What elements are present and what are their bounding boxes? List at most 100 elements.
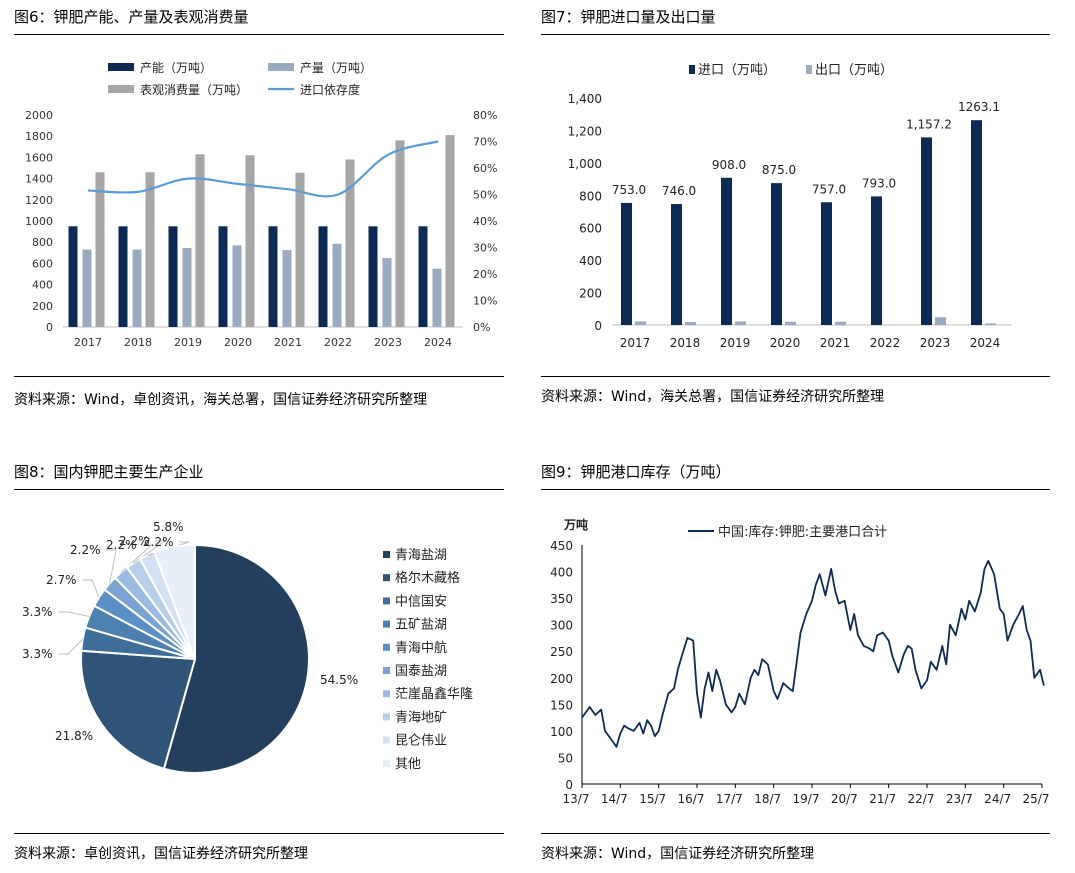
x-tick-label: 2019 <box>174 336 202 349</box>
x-tick-label: 25/7 <box>1023 792 1050 806</box>
fig9-chart: 万吨 0 50 100 150 200 250 300 350 400 450 13/7 14/7 15/… <box>550 517 1050 806</box>
legend-swatch <box>689 65 695 74</box>
legend-label: 表观消费量（万吨） <box>140 83 248 97</box>
y-tick-label: 400 <box>32 279 53 292</box>
bar-capacity <box>168 226 178 327</box>
x-tick-label: 21/7 <box>869 792 896 806</box>
y-tick-label: 0 <box>565 778 573 792</box>
data-label-import: 908.0 <box>712 158 746 172</box>
x-tick-label: 2022 <box>870 336 901 350</box>
x-tick-label: 13/7 <box>563 792 590 806</box>
y-tick-label: 1,000 <box>568 157 602 171</box>
legend-label: 昆仑伟业 <box>395 734 447 749</box>
x-tick-label: 18/7 <box>754 792 781 806</box>
legend-swatch <box>383 620 390 628</box>
fig7-source: 资料来源：Wind，海关总署，国信证券经济研究所整理 <box>541 389 885 405</box>
y-tick-label: 1,400 <box>568 92 602 106</box>
x-tick-label: 16/7 <box>678 792 705 806</box>
x-tick-label: 2019 <box>720 336 751 350</box>
y-tick-label: 150 <box>550 698 573 712</box>
data-label: 3.3% <box>22 647 53 661</box>
bar-export <box>985 323 996 325</box>
bar-export <box>635 321 646 325</box>
legend-swatch <box>383 667 390 674</box>
bar-output <box>332 243 342 327</box>
fig9-source: 资料来源：Wind，国信证券经济研究所整理 <box>541 846 815 862</box>
bar-capacity <box>318 226 328 327</box>
legend-label: 其他 <box>395 757 421 772</box>
line-import-dependency <box>87 140 439 198</box>
legend-label: 进口（万吨） <box>698 63 776 78</box>
pie-slice <box>162 543 310 774</box>
fig6-top-rule <box>14 34 504 35</box>
data-label-import: 793.0 <box>862 176 896 190</box>
legend-label: 产量（万吨） <box>300 61 372 75</box>
x-tick-label: 15/7 <box>639 792 666 806</box>
legend-swatch <box>383 643 390 651</box>
leader-line <box>58 638 84 655</box>
x-tick-label: 22/7 <box>908 792 935 806</box>
y2-tick-label: 0% <box>473 321 490 334</box>
x-tick-label: 20/7 <box>831 792 858 806</box>
x-tick-label: 2018 <box>670 336 701 350</box>
legend-label: 产能（万吨） <box>140 61 212 75</box>
y2-tick-label: 70% <box>473 136 497 149</box>
fig8-top-rule <box>14 489 504 490</box>
bar-import <box>871 196 882 325</box>
y-tick-label: 800 <box>32 236 53 249</box>
fig9-top-rule <box>541 489 1050 490</box>
bar-export <box>835 321 846 325</box>
data-label: 2.2% <box>70 543 101 557</box>
fig7-title: 图7：钾肥进口量及出口量 <box>541 8 716 26</box>
y-tick-label: 300 <box>550 619 573 633</box>
x-tick-label: 2024 <box>424 336 452 349</box>
x-tick-label: 24/7 <box>984 792 1011 806</box>
bar-capacity <box>118 226 128 327</box>
bar-consumption <box>95 172 105 327</box>
data-label-import: 1263.1 <box>958 100 1000 114</box>
y2-tick-label: 10% <box>473 295 497 308</box>
y-tick-label: 50 <box>558 751 573 765</box>
x-tick-label: 23/7 <box>946 792 973 806</box>
legend-swatch <box>383 574 390 582</box>
data-label-import: 753.0 <box>612 183 646 197</box>
legend-label: 中国:库存:钾肥:主要港口合计 <box>718 524 887 540</box>
x-tick-label: 2018 <box>124 336 152 349</box>
bar-consumption <box>395 140 405 327</box>
data-label-import: 746.0 <box>662 184 696 198</box>
data-label-import: 1,157.2 <box>906 117 952 131</box>
y-tick-label: 100 <box>550 725 573 739</box>
fig8-chart: 54.5%21.8%3.3%3.3%2.7%2.2% 2.2%2.2%2.2%5.… <box>22 520 473 774</box>
leader-line <box>106 549 117 584</box>
y-tick-label: 0 <box>594 319 602 333</box>
bar-consumption <box>295 172 305 327</box>
bar-capacity <box>418 226 428 327</box>
legend-label: 中信国安 <box>395 594 447 609</box>
y-tick-label: 200 <box>550 672 573 686</box>
y-tick-label: 200 <box>579 287 602 301</box>
x-tick-label: 2023 <box>374 336 402 349</box>
y-tick-label: 0 <box>46 321 53 334</box>
bar-export <box>735 321 746 325</box>
legend-swatch <box>383 713 390 721</box>
legend-label: 青海地矿 <box>395 710 447 725</box>
fig8-source: 资料来源：卓创资讯，国信证券经济研究所整理 <box>14 846 308 862</box>
fig6-title: 图6：钾肥产能、产量及表观消费量 <box>14 8 249 26</box>
legend-label: 进口依存度 <box>300 82 360 97</box>
legend-swatch <box>383 736 390 744</box>
bar-import <box>971 120 982 325</box>
y-tick-label: 1800 <box>25 130 53 143</box>
bar-capacity <box>218 226 228 327</box>
y-tick-label: 250 <box>550 645 573 659</box>
data-label-import: 875.0 <box>762 163 796 177</box>
y-tick-label: 1400 <box>25 173 53 186</box>
fig6-chart: 0 200 400 600 800 1000 1200 1400 1600 1800 2000 0% 1… <box>25 61 497 349</box>
data-label: 21.8% <box>55 729 93 743</box>
fig9-bottom-rule <box>541 833 1050 834</box>
fig7-bottom-rule <box>541 376 1050 377</box>
x-tick-label: 2017 <box>74 336 102 349</box>
y2-tick-label: 40% <box>473 215 497 228</box>
legend-swatch <box>383 759 390 767</box>
bar-import <box>671 204 682 325</box>
data-label: 2.2% <box>119 534 150 548</box>
